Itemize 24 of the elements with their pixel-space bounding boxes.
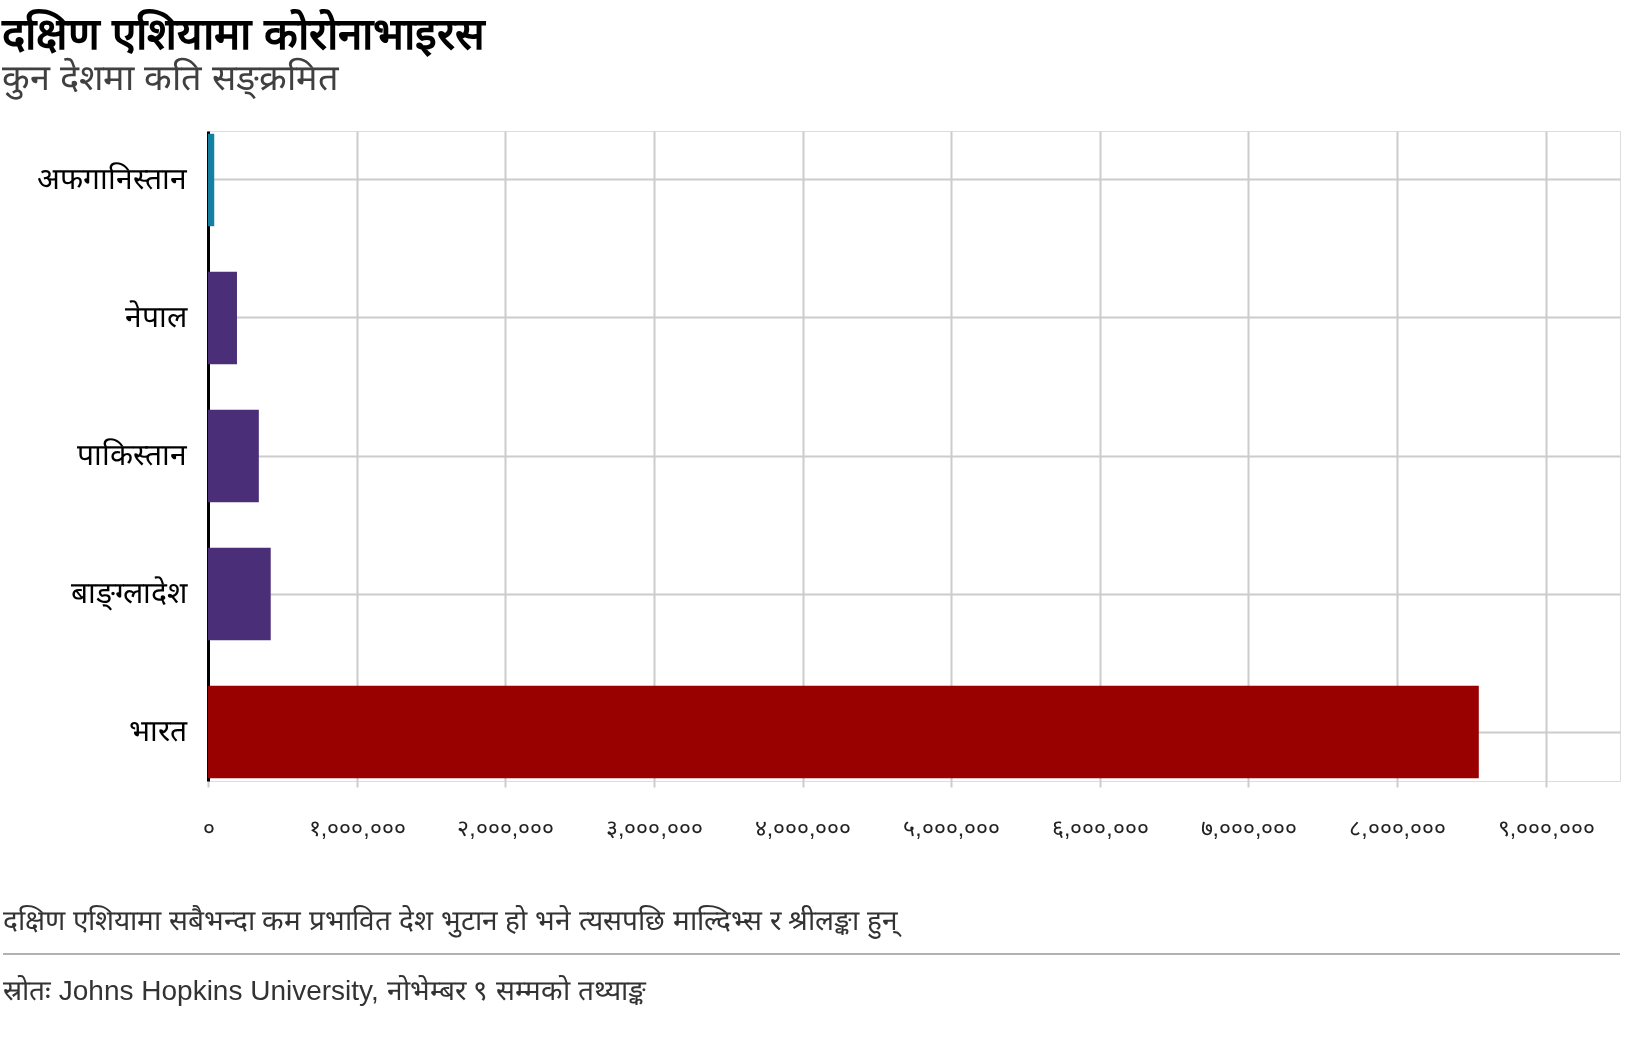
text: स्रोतः Johns Hopkins University, नोभेम्बर ९ सम्मको तथ्याङ्क xyxy=(3,974,647,1006)
chart-title: दक्षिण एशियामा कोरोनाभाइरस xyxy=(1,8,487,58)
y-tick-label: अफगानिस्तान xyxy=(36,161,188,195)
bar xyxy=(208,409,259,503)
x-tick-label: ९,०००,००० xyxy=(1497,814,1595,841)
x-tick-label: ८,०००,००० xyxy=(1349,814,1446,841)
chart-subtitle: कुन देशमा कति सङ्क्रमित xyxy=(2,57,341,100)
y-tick-label: भारत xyxy=(128,714,188,748)
x-tick-label: ४,०००,००० xyxy=(754,814,852,841)
y-tick-label: नेपाल xyxy=(124,300,188,333)
bar xyxy=(208,547,271,641)
x-tick-label: २,०००,००० xyxy=(457,814,555,841)
x-tick-label: ६,०००,००० xyxy=(1051,814,1149,841)
x-tick-label: ३,०००,००० xyxy=(606,814,703,841)
text: दक्षिण एशियामा सबैभन्दा कम प्रभावित देश भुटान हो भने त्यसपछि माल्दिभ्स र श्रीलङ्का हुन् xyxy=(3,904,903,939)
y-tick-label: पाकिस्तान xyxy=(76,438,188,471)
x-tick-label: ७,०००,००० xyxy=(1200,814,1298,841)
bar xyxy=(208,685,1479,779)
x-tick-label: १,०००,००० xyxy=(308,814,406,841)
bar xyxy=(208,133,215,227)
x-tick-label: ५,०००,००० xyxy=(903,814,1001,841)
y-tick-label: बाङ्ग्लादेश xyxy=(70,576,188,611)
bar xyxy=(208,271,237,365)
x-tick-label: ० xyxy=(202,814,215,841)
